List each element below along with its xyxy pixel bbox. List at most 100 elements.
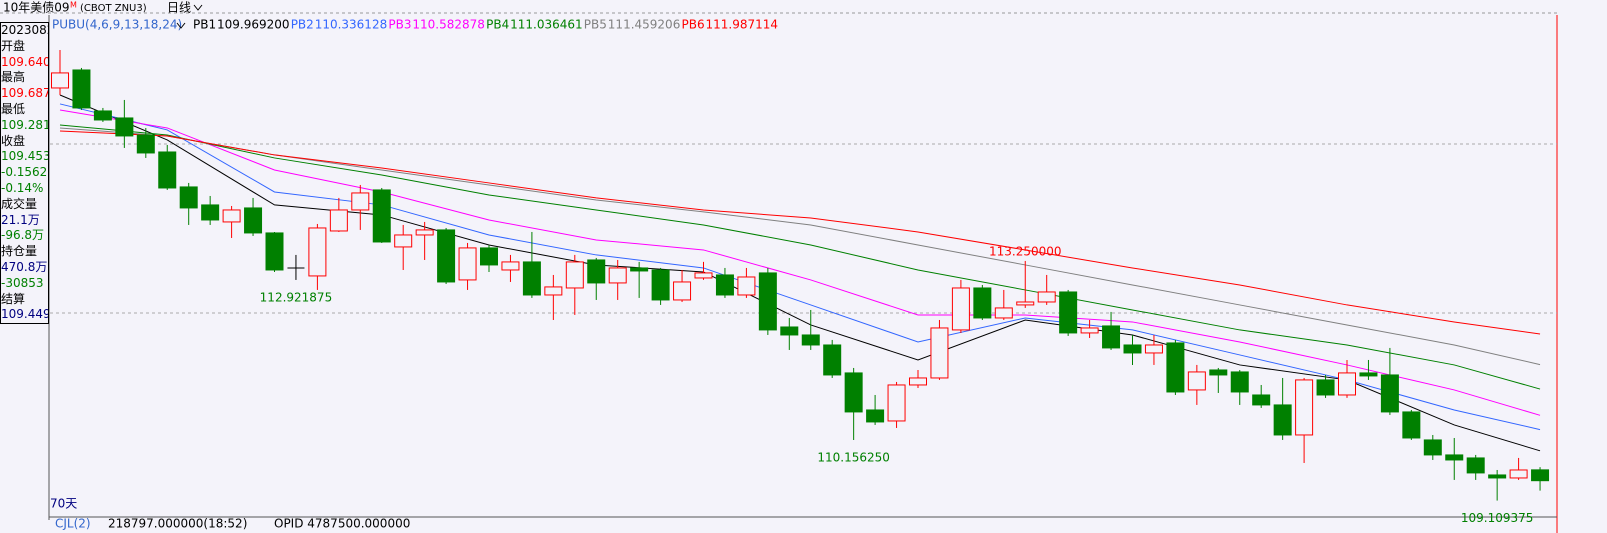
info-line: 最低 [1,101,26,116]
candle-body [930,327,949,379]
legend-name: PB1 [193,18,216,32]
candle-body [673,281,692,301]
candle-body [737,276,756,296]
title-mark: M [70,1,77,10]
candle-body [1144,344,1163,354]
candle-body [522,261,541,296]
candle-body [1445,454,1464,461]
candle-body [651,269,670,301]
candle-body [415,229,434,236]
candle-body [1016,301,1035,306]
indicator-line [59,94,1541,452]
candle-body [437,229,456,283]
info-line: -96.8万 [1,228,45,243]
candle-body [1123,344,1142,354]
candle-body [1466,457,1485,474]
candle-body [1252,394,1271,406]
info-line: 21.1万 [1,212,40,227]
candle-body [1402,411,1421,439]
info-line: 109.6875 [1,86,48,101]
candle-body [72,69,91,109]
candle-body [1273,404,1292,436]
info-line: -0.15625 [1,165,48,180]
candle-body [158,151,177,189]
candle-body [1166,342,1185,393]
candle-body [51,72,69,89]
candle-body [480,247,498,266]
instrument-title[interactable]: 10年美债09 [3,1,70,15]
candle-body [308,227,327,277]
info-line: 成交量 [1,196,38,211]
period-selector[interactable]: 日线 [167,1,191,15]
info-line: -30853 [1,275,44,290]
indicator-line [59,130,1541,335]
indicator-readout: OPID 4787500.000000 [274,517,410,531]
indicator-line [59,103,1541,431]
candle-body [1423,439,1442,456]
legend-value: 111.036461 [510,18,583,32]
candle-body [351,192,370,211]
candle-body [136,134,155,154]
info-line: 收盘 [1,133,26,148]
legend-name: PB6 [682,18,705,32]
extreme-label: 110.156250 [817,450,890,464]
legend-value: 110.336128 [315,18,388,32]
candle-body [1488,474,1507,479]
candle-body [909,377,927,386]
candle-body [93,110,112,121]
extreme-label: 112.921875 [260,290,333,304]
info-line: 109.4531 [1,149,48,164]
indicator-line [59,124,1541,390]
candle-body [544,286,563,296]
candle-body [973,287,992,319]
candle-body [630,267,649,272]
candle-body [1509,469,1528,479]
candle-body [458,247,477,281]
indicator-name[interactable]: PUBU(4,6,9,13,18,24) [52,18,182,32]
legend-value: 111.987114 [706,18,779,32]
info-line: 109.2813 [1,117,48,132]
indicator-line [59,109,1541,416]
candle-body [780,326,799,336]
info-line: 开盘 [1,38,26,53]
dropdown-icon[interactable] [193,4,203,11]
candle-body [608,267,627,284]
candle-body [994,307,1013,319]
legend-name: PB3 [388,18,411,32]
candle-body [565,261,584,289]
indicator-readout: CJL(2) [55,517,91,531]
extreme-label: 109.109375 [1461,511,1534,525]
candle-body [115,117,134,137]
candle-body [329,209,348,232]
indicator-line [59,127,1541,366]
candle-body [887,384,906,422]
info-line: 109.6400 [1,54,48,69]
bar-count: 70天 [50,497,77,511]
dropdown-icon[interactable] [176,22,186,29]
candle-body [1209,369,1228,376]
info-line: 109.4498 [1,307,48,322]
candle-body [1359,372,1378,377]
legend-name: PB2 [291,18,314,32]
info-line: 持仓量 [1,244,38,259]
info-line: 结算 [1,291,26,306]
candle-body [1380,374,1399,413]
candle-body [1316,379,1335,396]
candle-body [1295,379,1314,436]
legend-value: 109.969200 [217,18,290,32]
legend-name: PB5 [584,18,607,32]
candle-body [372,189,391,243]
candle-body [758,272,777,331]
info-line: 470.8万 [1,259,48,274]
candle-body [1102,325,1121,349]
candle-body [1531,469,1550,482]
legend-value: 110.582878 [412,18,485,32]
candle-body [866,409,885,423]
info-line: 最高 [1,70,26,85]
candle-body [201,204,220,221]
info-panel: 20230821开盘109.6400最高109.6875最低109.2813收盘… [0,22,49,324]
extreme-label: 113.250000 [989,244,1062,258]
info-line: -0.14% [1,180,44,195]
candle-body [1059,291,1078,334]
